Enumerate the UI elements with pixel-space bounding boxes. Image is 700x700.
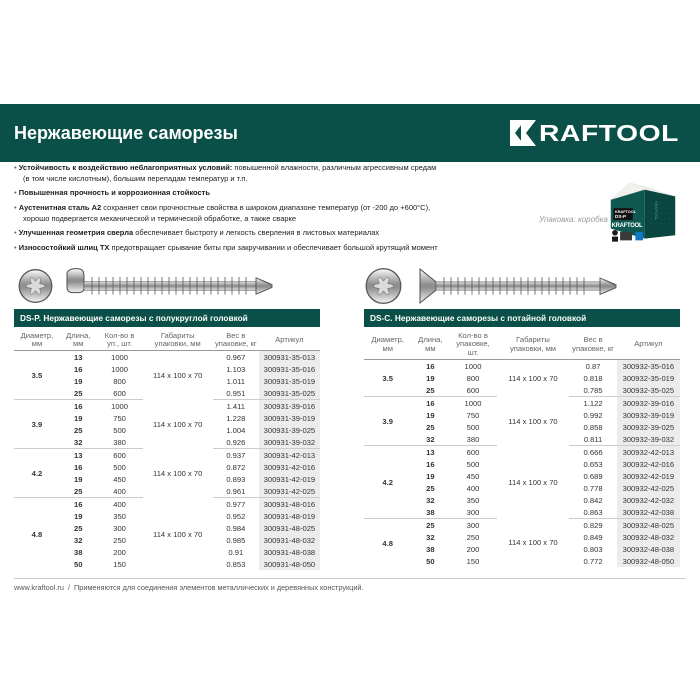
svg-text:KRAFTOOL: KRAFTOOL <box>654 201 658 220</box>
svg-text:DS-P: DS-P <box>615 214 626 219</box>
svg-text:KRAFTOOL: KRAFTOOL <box>612 223 643 229</box>
svg-text:RAFTOOL: RAFTOOL <box>539 120 679 146</box>
